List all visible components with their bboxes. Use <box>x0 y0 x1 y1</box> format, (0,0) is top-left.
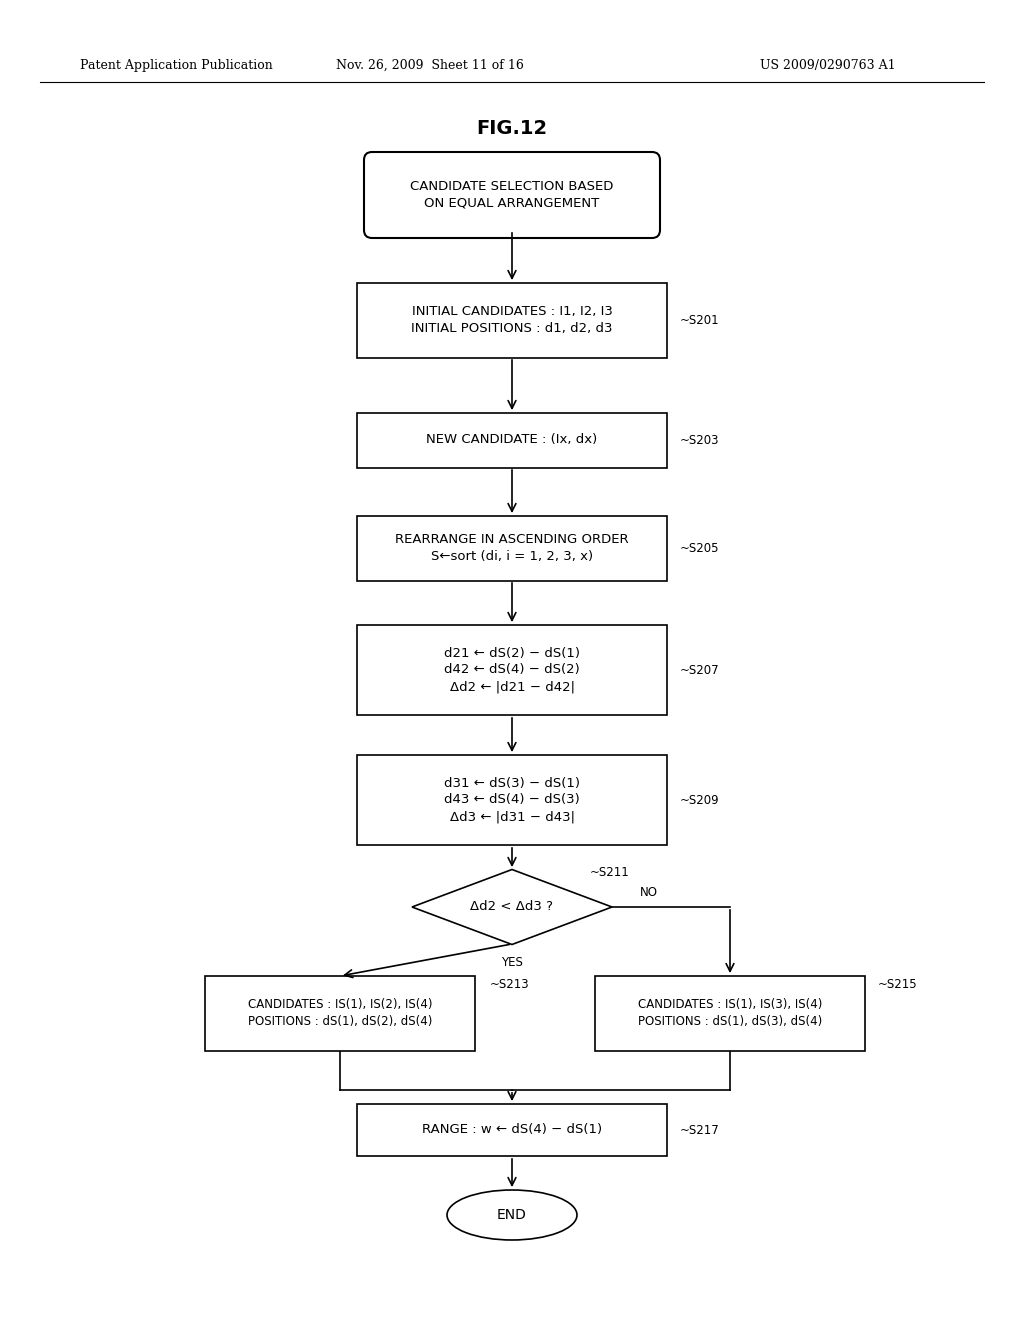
Ellipse shape <box>447 1191 577 1239</box>
Text: NO: NO <box>640 887 658 899</box>
Text: RANGE : w ← dS(4) − dS(1): RANGE : w ← dS(4) − dS(1) <box>422 1123 602 1137</box>
Text: NEW CANDIDATE : (Ix, dx): NEW CANDIDATE : (Ix, dx) <box>426 433 598 446</box>
Text: REARRANGE IN ASCENDING ORDER
S←sort (di, i = 1, 2, 3, x): REARRANGE IN ASCENDING ORDER S←sort (di,… <box>395 533 629 564</box>
Text: YES: YES <box>501 956 523 969</box>
Text: ~S215: ~S215 <box>878 978 918 991</box>
Text: ~S213: ~S213 <box>490 978 529 991</box>
Bar <box>595 975 865 1051</box>
Bar <box>357 516 667 581</box>
Text: CANDIDATES : IS(1), IS(3), IS(4)
POSITIONS : dS(1), dS(3), dS(4): CANDIDATES : IS(1), IS(3), IS(4) POSITIO… <box>638 998 822 1028</box>
FancyBboxPatch shape <box>364 152 660 238</box>
Text: CANDIDATES : IS(1), IS(2), IS(4)
POSITIONS : dS(1), dS(2), dS(4): CANDIDATES : IS(1), IS(2), IS(4) POSITIO… <box>248 998 432 1028</box>
Text: Patent Application Publication: Patent Application Publication <box>80 58 272 71</box>
Bar <box>357 624 667 715</box>
Text: ~S203: ~S203 <box>680 433 720 446</box>
Bar <box>357 1104 667 1156</box>
Text: d31 ← dS(3) − dS(1)
d43 ← dS(4) − dS(3)
Δd3 ← |d31 − d43|: d31 ← dS(3) − dS(1) d43 ← dS(4) − dS(3) … <box>444 776 580 824</box>
Text: ~S201: ~S201 <box>680 314 720 326</box>
Text: Δd2 < Δd3 ?: Δd2 < Δd3 ? <box>470 900 554 913</box>
Bar <box>357 755 667 845</box>
Bar <box>357 412 667 467</box>
Text: Nov. 26, 2009  Sheet 11 of 16: Nov. 26, 2009 Sheet 11 of 16 <box>336 58 524 71</box>
Bar <box>357 282 667 358</box>
Text: ~S207: ~S207 <box>680 664 720 676</box>
Text: d21 ← dS(2) − dS(1)
d42 ← dS(4) − dS(2)
Δd2 ← |d21 − d42|: d21 ← dS(2) − dS(1) d42 ← dS(4) − dS(2) … <box>444 647 580 693</box>
Text: ~S211: ~S211 <box>590 866 630 879</box>
Text: INITIAL CANDIDATES : I1, I2, I3
INITIAL POSITIONS : d1, d2, d3: INITIAL CANDIDATES : I1, I2, I3 INITIAL … <box>412 305 612 335</box>
Text: CANDIDATE SELECTION BASED
ON EQUAL ARRANGEMENT: CANDIDATE SELECTION BASED ON EQUAL ARRAN… <box>411 180 613 210</box>
Polygon shape <box>412 870 612 945</box>
Text: ~S205: ~S205 <box>680 541 720 554</box>
Bar <box>205 975 475 1051</box>
Text: FIG.12: FIG.12 <box>476 119 548 137</box>
Text: ~S217: ~S217 <box>680 1123 720 1137</box>
Text: ~S209: ~S209 <box>680 793 720 807</box>
Text: END: END <box>497 1208 527 1222</box>
Text: US 2009/0290763 A1: US 2009/0290763 A1 <box>760 58 896 71</box>
